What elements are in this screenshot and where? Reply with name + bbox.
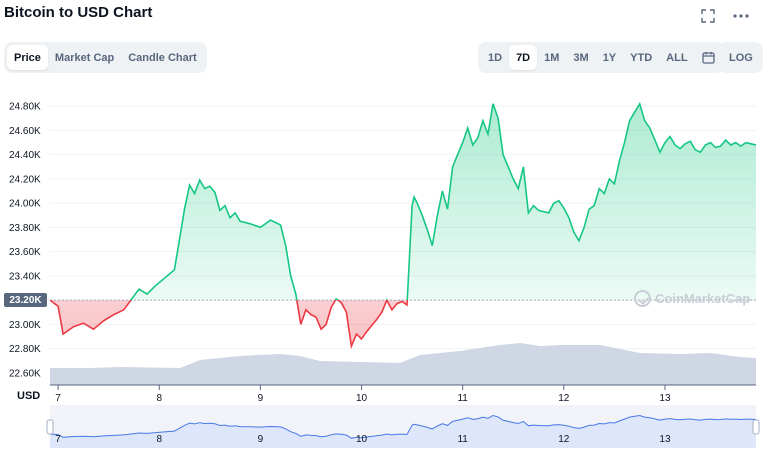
price-line-up	[49, 101, 757, 301]
page-title: Bitcoin to USD Chart	[4, 4, 153, 21]
navigator-left-handle[interactable]	[46, 419, 54, 435]
y-tick-label: 24.20K	[9, 174, 41, 185]
navigator-tick-label: 8	[156, 434, 162, 445]
x-tick-label: 12	[558, 393, 570, 404]
y-tick-label: 24.40K	[9, 150, 41, 161]
navigator-tick-label: 13	[659, 434, 671, 445]
range-3m[interactable]: 3M	[573, 51, 589, 64]
navigator-right-handle[interactable]	[752, 419, 760, 435]
more-dots-icon[interactable]	[731, 6, 751, 26]
watermark: CoinMarketCap	[634, 290, 750, 307]
x-tick-label: 10	[356, 393, 368, 404]
x-tick-label: 13	[659, 393, 671, 404]
navigator-tick-label: 9	[258, 434, 264, 445]
log-toggle-wrap: LOG	[719, 42, 763, 73]
y-tick-label: 24.00K	[9, 199, 41, 210]
y-tick-label: 24.60K	[9, 126, 41, 137]
navigator-tick-label: 10	[356, 434, 368, 445]
x-tick-label: 9	[258, 393, 264, 404]
range-ytd[interactable]: YTD	[630, 51, 653, 64]
range-1d[interactable]: 1D	[488, 51, 503, 64]
y-tick-label: 23.00K	[9, 320, 41, 331]
y-tick-label: 23.60K	[9, 247, 41, 258]
range-all[interactable]: ALL	[666, 51, 688, 64]
y-tick-label: 24.80K	[9, 102, 41, 113]
expand-icon[interactable]	[698, 6, 718, 26]
navigator-tick-label: 11	[457, 434, 468, 445]
navigator-tick-label: 12	[558, 434, 570, 445]
navigator-labels: 7 8 9 10 11 12 13	[55, 434, 671, 445]
x-tick-label: 11	[457, 393, 468, 404]
x-tick-label: 8	[156, 393, 162, 404]
currency-label: USD	[17, 390, 41, 402]
watermark-text: CoinMarketCap	[655, 291, 751, 306]
tab-candle-chart[interactable]: Candle Chart	[128, 51, 197, 64]
y-tick-label: 22.60K	[9, 368, 41, 379]
volume-area	[50, 343, 756, 385]
navigator-tick-label: 7	[55, 434, 61, 445]
log-toggle[interactable]: LOG	[729, 51, 753, 64]
y-tick-label: 23.40K	[9, 271, 41, 282]
current-price-badge: 23.20K	[4, 293, 47, 308]
calendar-icon[interactable]	[695, 45, 722, 70]
y-axis-labels: 24.80K 24.60K 24.40K 24.20K 24.00K 23.80K 23.6…	[9, 102, 41, 380]
x-tick-label: 7	[55, 393, 61, 404]
navigator-line	[49, 414, 757, 439]
x-axis-labels: 7 8 9 10 11 12 13	[55, 385, 671, 404]
tab-price[interactable]: Price	[7, 45, 48, 70]
time-range-tabs: 1D 7D 1M 3M 1Y YTD ALL	[478, 42, 725, 73]
navigator-area	[50, 415, 756, 448]
price-chart[interactable]: 24.80K 24.60K 24.40K 24.20K 24.00K 23.80K 23.6…	[0, 80, 768, 458]
range-1m[interactable]: 1M	[544, 51, 560, 64]
price-area-down	[50, 300, 756, 347]
range-1y[interactable]: 1Y	[602, 51, 617, 64]
range-7d[interactable]: 7D	[509, 45, 538, 70]
price-area-up	[50, 103, 756, 301]
y-tick-label: 22.80K	[9, 344, 41, 355]
chart-type-tabs: Price Market Cap Candle Chart	[4, 42, 207, 73]
y-tick-label: 23.80K	[9, 223, 41, 234]
tab-market-cap[interactable]: Market Cap	[54, 51, 115, 64]
coinmarketcap-logo-icon	[634, 290, 651, 307]
